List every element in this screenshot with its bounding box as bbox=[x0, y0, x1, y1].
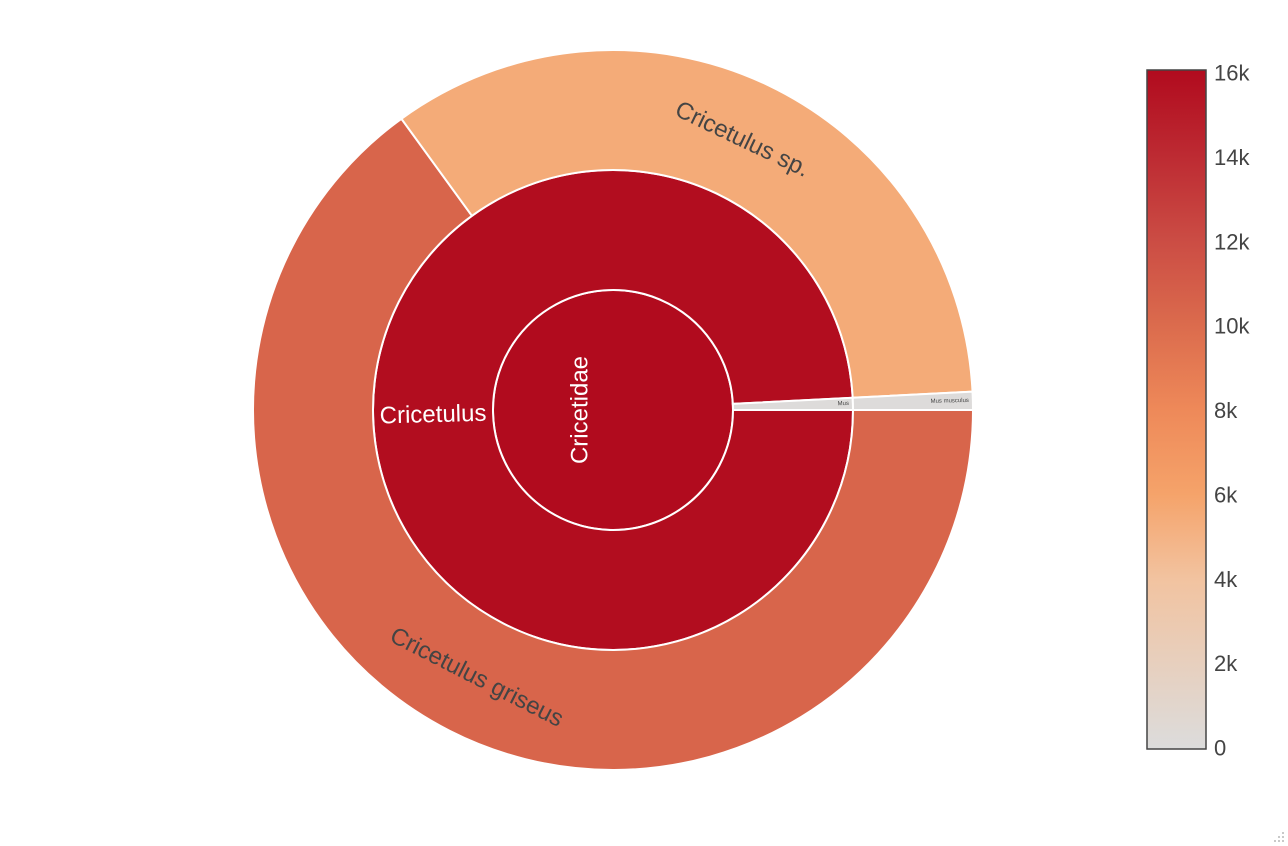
colorbar-ticks: 0 2k 4k 6k 8k 10k 12k 14k 16k bbox=[1214, 61, 1250, 761]
label-cricetulus: Cricetulus bbox=[379, 400, 486, 430]
label-mus: Mus bbox=[838, 401, 849, 407]
label-cricetidae: Cricetidae bbox=[567, 356, 594, 464]
colorbar-tick-label: 14k bbox=[1214, 145, 1250, 170]
sector-mus-musculus[interactable] bbox=[851, 390, 975, 411]
sector-cricetidae[interactable] bbox=[491, 289, 735, 531]
sector-cricetulus-griseus[interactable] bbox=[252, 117, 975, 771]
colorbar-tick-label: 12k bbox=[1214, 229, 1250, 254]
colorbar-gradient bbox=[1146, 69, 1207, 750]
label-mus-musculus: Mus musculus bbox=[930, 398, 968, 405]
colorbar-tick-label: 8k bbox=[1214, 398, 1238, 423]
colorbar-tick-label: 6k bbox=[1214, 482, 1238, 507]
colorbar-tick-label: 0 bbox=[1214, 736, 1226, 761]
colorbar-tick-label: 16k bbox=[1214, 61, 1250, 86]
resize-grip-icon[interactable] bbox=[1270, 828, 1286, 844]
colorbar: 0 2k 4k 6k 8k 10k 12k 14k 16k bbox=[1146, 61, 1250, 761]
sunburst-sectors bbox=[252, 49, 975, 771]
colorbar-tick-label: 2k bbox=[1214, 651, 1238, 676]
colorbar-tick-label: 4k bbox=[1214, 567, 1238, 592]
sector-cricetulus-sp[interactable] bbox=[399, 49, 974, 399]
colorbar-tick-label: 10k bbox=[1214, 314, 1250, 339]
